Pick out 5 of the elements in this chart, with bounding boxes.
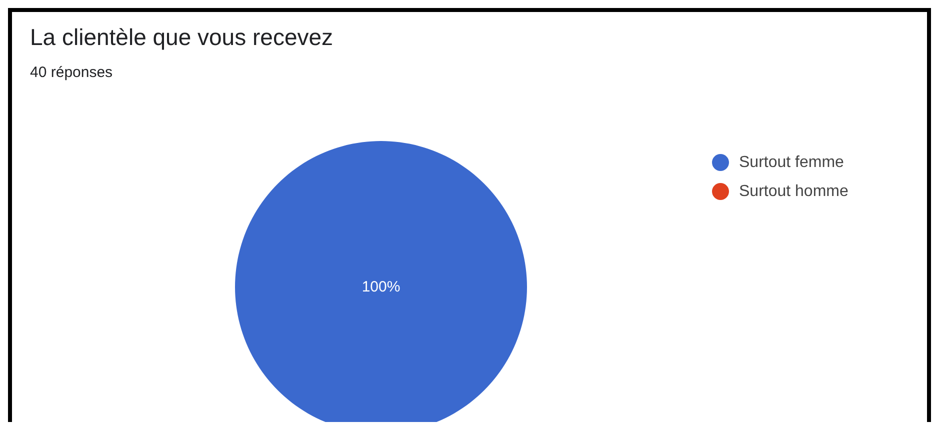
data-label: 100% <box>362 278 400 296</box>
text: 40 réponses <box>30 64 113 81</box>
chart-title: La clientèle que vous recevez <box>30 24 334 51</box>
legend-label: Surtout femme <box>739 154 844 172</box>
legend-label: Surtout homme <box>739 182 848 200</box>
